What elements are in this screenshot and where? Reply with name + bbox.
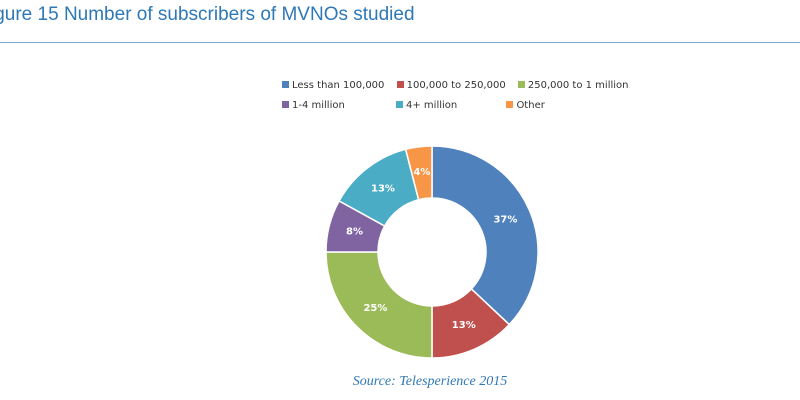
slice-label-250000-to-1-million: 25% — [363, 303, 387, 314]
legend-item-other: Other — [506, 100, 545, 111]
legend-label: 250,000 to 1 million — [527, 80, 629, 91]
slice-label-1-4-million: 8% — [346, 227, 363, 238]
legend-label: Less than 100,000 — [292, 80, 385, 91]
legend-item-1-4-million: 1-4 million — [282, 100, 345, 111]
legend-swatch — [517, 81, 525, 88]
source-caption: Source: Telesperience 2015 — [352, 374, 508, 389]
slice-250000-to-1-million — [325, 251, 433, 359]
slice-less-than-100000 — [431, 145, 539, 326]
slice-label-less-than-100000: 37% — [493, 215, 517, 226]
legend-item-less-than-100000: Less than 100,000 — [282, 80, 384, 91]
slice-label-other: 4% — [413, 167, 430, 178]
legend-item-250000-to-1-million: 250,000 to 1 million — [517, 80, 629, 91]
slice-label-100000-to-250000: 13% — [452, 320, 476, 331]
legend-label: 100,000 to 250,000 — [406, 80, 506, 91]
legend-label: Other — [516, 100, 545, 111]
legend-item-4-plus-million: 4+ million — [396, 100, 457, 111]
legend-label: 1-4 million — [292, 100, 345, 111]
slice-other — [404, 145, 433, 201]
legend-swatch — [396, 81, 404, 88]
title-divider — [0, 42, 800, 43]
legend-item-100000-to-250000: 100,000 to 250,000 — [396, 80, 506, 91]
legend-swatch — [282, 81, 289, 88]
slice-label-4-plus-million: 13% — [371, 183, 395, 194]
legend-row: 1-4 million 4+ million Other — [282, 100, 612, 120]
legend-label: 4+ million — [406, 100, 458, 111]
legend-row: Less than 100,000 100,000 to 250,000 250… — [282, 80, 629, 100]
legend-swatch — [506, 101, 514, 108]
legend-swatch — [282, 101, 289, 108]
figure-title: igure 15 Number of subscribers of MVNOs … — [0, 4, 415, 25]
legend-swatch — [396, 101, 404, 108]
chart-legend: Less than 100,000 100,000 to 250,000 250… — [282, 80, 629, 120]
